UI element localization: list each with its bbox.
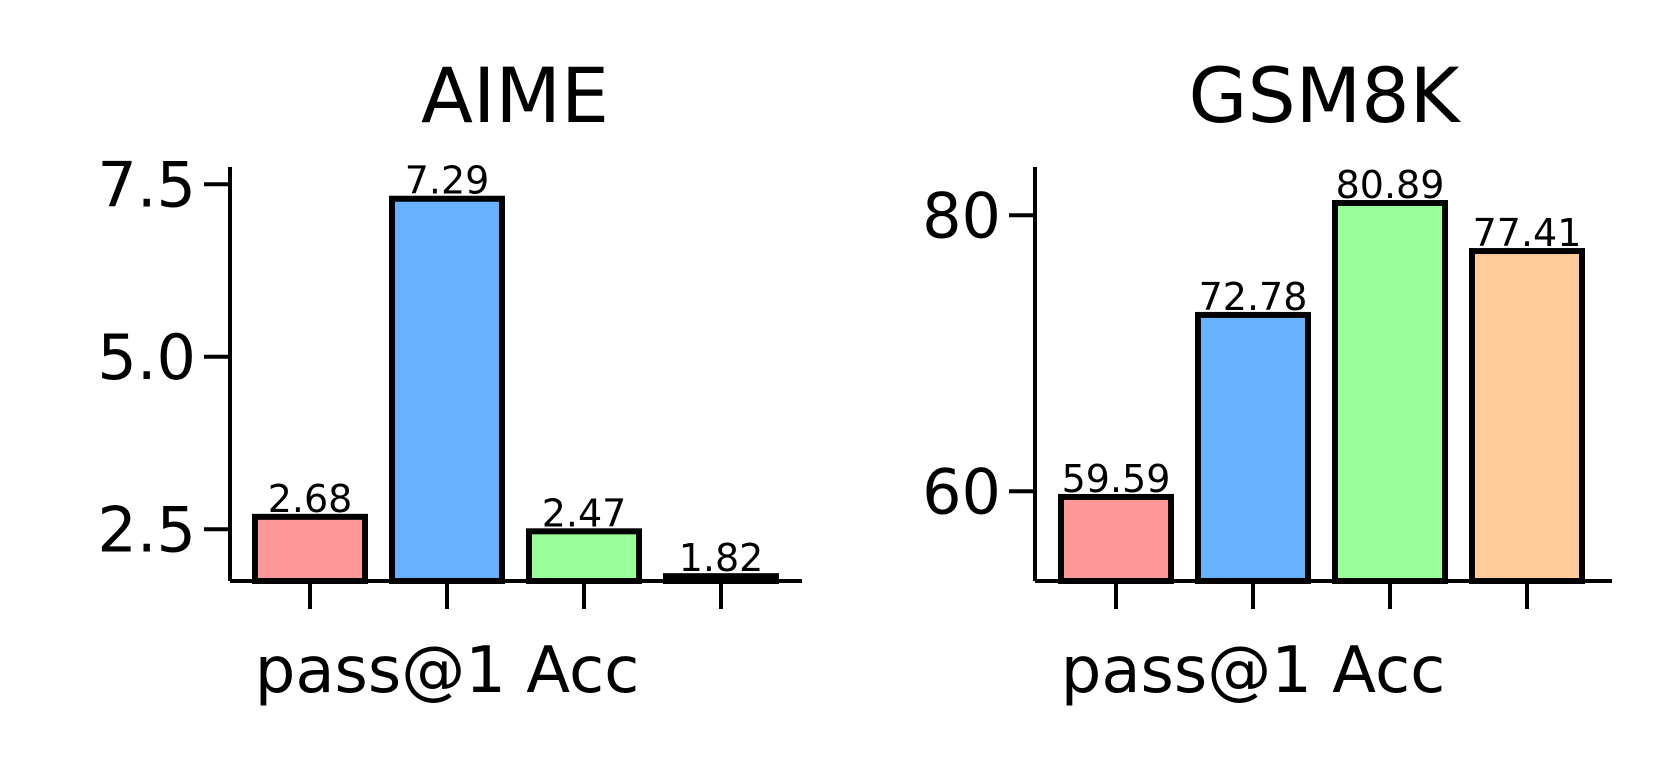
y-tick-label: 7.5 <box>97 148 196 221</box>
bar-value-label: 7.29 <box>405 159 490 203</box>
x-axis-label: pass@1 Acc <box>1061 634 1446 708</box>
bar-value-label: 77.41 <box>1473 211 1582 255</box>
bar-value-label: 2.47 <box>542 491 627 535</box>
bar-value-label: 72.78 <box>1199 275 1308 319</box>
chart-panel-gsm8k: GSM8K pass@1 Acc 59.59 72.78 80.89 77.41 60 8… <box>922 51 1612 708</box>
bar <box>1058 493 1174 585</box>
y-tick-label: 5.0 <box>97 321 196 394</box>
bar-value-label: 59.59 <box>1062 457 1171 501</box>
bar <box>389 195 505 585</box>
bar-value-label: 2.68 <box>268 477 353 521</box>
chart-title: GSM8K <box>1189 51 1462 140</box>
bar <box>1469 248 1585 585</box>
bar-value-label: 80.89 <box>1336 163 1445 207</box>
y-tick-label: 60 <box>922 455 1001 528</box>
chart-panel-aime: AIME pass@1 Acc 2.68 7.29 2.47 1.82 2.5 5.0 7.… <box>97 51 802 708</box>
y-tick-label: 2.5 <box>97 493 196 566</box>
x-axis-label: pass@1 Acc <box>255 634 640 708</box>
bar-value-label: 1.82 <box>679 536 764 580</box>
bar <box>526 528 642 585</box>
y-tick-label: 80 <box>922 179 1001 252</box>
chart-title: AIME <box>421 51 609 140</box>
bar <box>1195 311 1311 584</box>
bar <box>1332 200 1448 584</box>
bar <box>252 513 368 585</box>
